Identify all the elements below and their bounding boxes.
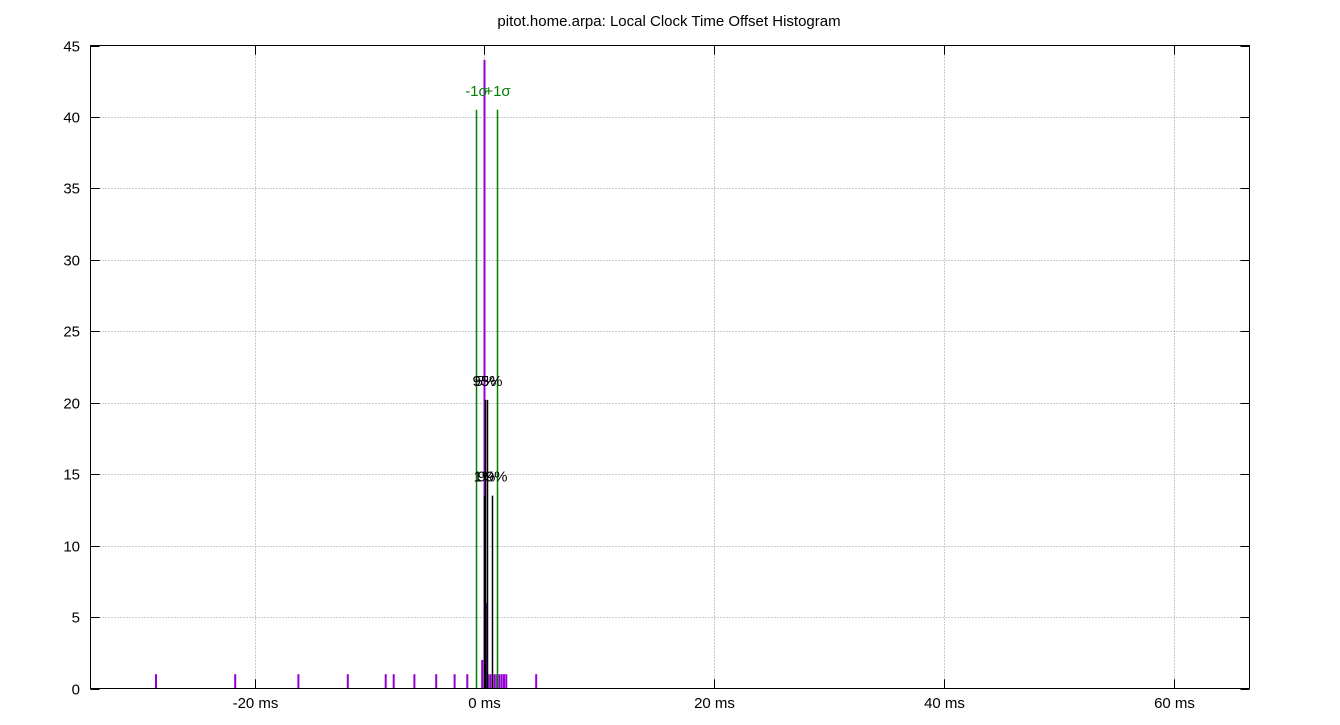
plot-frame (90, 45, 1250, 689)
histogram-bar (489, 674, 492, 689)
histogram-bar (503, 674, 505, 689)
y-tick-label: 0 (72, 682, 80, 699)
histogram-bar (155, 674, 157, 689)
histogram-bar (453, 674, 456, 689)
marker-labels: -1σ+1σ 5%95% 1%99% (465, 83, 511, 486)
x-tick-label: 20 ms (694, 695, 735, 712)
y-axis-tick-labels: 0 5 10 15 20 25 30 35 40 45 (63, 39, 80, 699)
y-tick-label: 20 (63, 396, 80, 413)
axis-ticks (90, 45, 1250, 690)
histogram-bar (493, 674, 496, 689)
chart-title: pitot.home.arpa: Local Clock Time Offset… (497, 13, 840, 30)
y-tick-label: 10 (63, 539, 80, 556)
y-tick-label: 40 (63, 110, 80, 127)
histogram-bar (435, 674, 438, 689)
histogram-bar (500, 674, 503, 689)
x-tick-label: 0 ms (468, 695, 501, 712)
x-tick-label: -20 ms (233, 695, 279, 712)
histogram-bar (481, 659, 484, 689)
marker-label: 5% (475, 373, 497, 390)
marker-label: 99% (477, 469, 507, 486)
marker-label: -1σ (465, 83, 488, 100)
marker-label: 1% (474, 469, 496, 486)
histogram-bar (392, 674, 395, 689)
histogram-bar (535, 674, 538, 689)
y-tick-label: 25 (63, 324, 80, 341)
y-tick-label: 5 (72, 610, 80, 627)
y-tick-label: 30 (63, 253, 80, 270)
histogram-bar (384, 674, 387, 689)
histogram-bar (413, 674, 416, 689)
y-tick-label: 15 (63, 467, 80, 484)
y-tick-label: 45 (63, 39, 80, 56)
x-tick-label: 40 ms (924, 695, 965, 712)
histogram-bar (466, 674, 469, 689)
marker-label: 95% (472, 373, 502, 390)
marker-label: +1σ (484, 83, 511, 100)
x-axis-tick-labels: -20 ms 0 ms 20 ms 40 ms 60 ms (233, 695, 1195, 712)
x-tick-label: 60 ms (1154, 695, 1195, 712)
histogram-bar (505, 674, 508, 689)
grid-lines (90, 45, 1250, 689)
histogram-bar (234, 674, 237, 689)
histogram-bar (483, 59, 486, 689)
histogram-bar (297, 674, 300, 689)
y-tick-label: 35 (63, 181, 80, 198)
histogram-bar (498, 674, 501, 689)
histogram-bar (346, 674, 349, 689)
statistic-markers (475, 109, 499, 689)
